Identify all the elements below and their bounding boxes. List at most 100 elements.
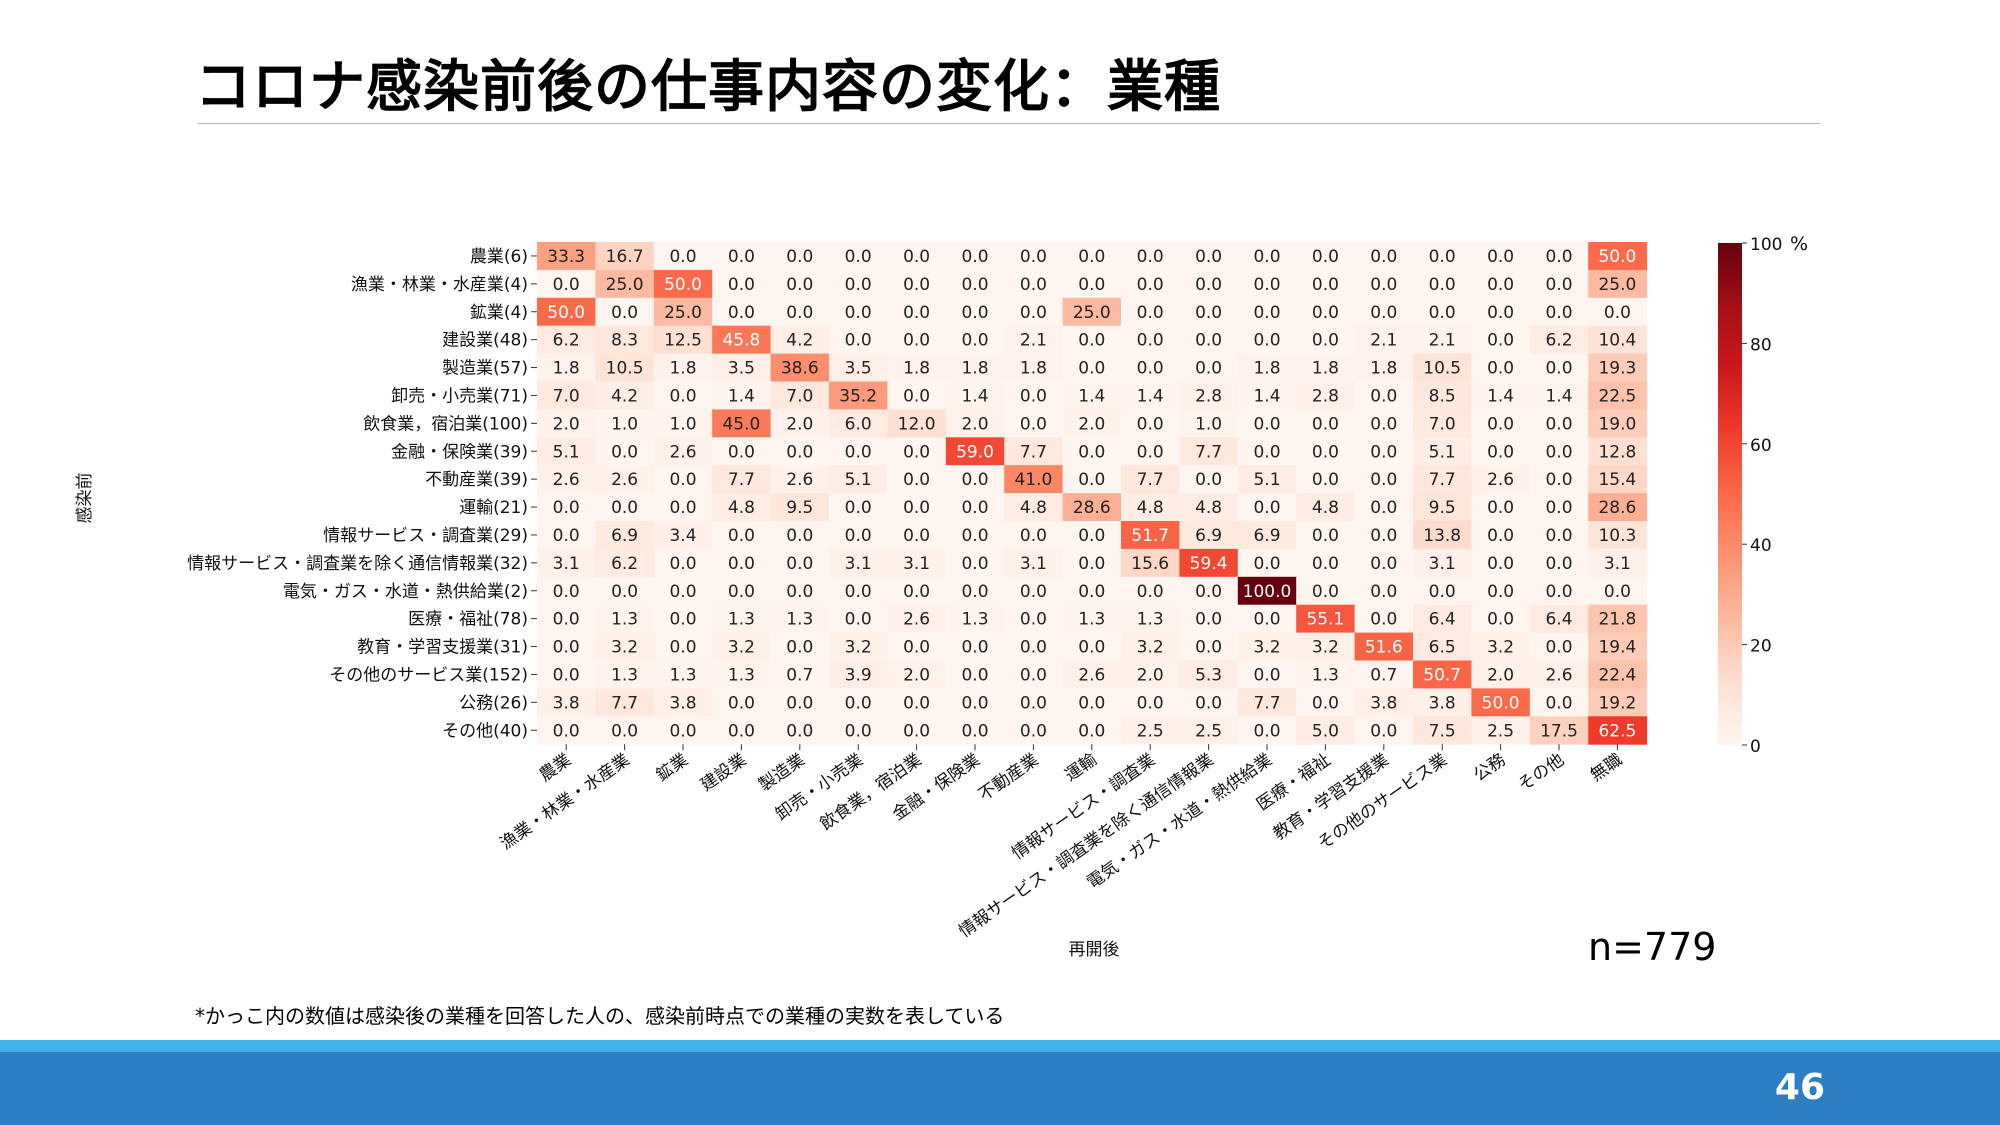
heatmap-cell	[1121, 409, 1180, 438]
heatmap-cell	[595, 242, 655, 271]
cell-value-label: 22.5	[1598, 386, 1636, 406]
heatmap-cell	[829, 381, 888, 410]
heatmap-cell	[1237, 325, 1297, 355]
cell-value-label: 0.0	[1545, 247, 1572, 267]
heatmap-cell	[945, 381, 1005, 410]
heatmap-cell	[537, 381, 596, 410]
heatmap-cell	[1237, 269, 1297, 299]
cell-value-label: 0.0	[903, 331, 930, 351]
cell-value-label: 3.1	[553, 554, 580, 574]
colorbar-ticks: 0 20 40 60 80 100%	[1742, 233, 1808, 757]
cell-value-label: 0.0	[1545, 359, 1572, 379]
cell-value-label: 0.0	[1253, 303, 1280, 323]
heatmap-cell	[1413, 493, 1472, 522]
heatmap-cell	[1588, 493, 1648, 522]
heatmap-cell	[1354, 632, 1414, 661]
heatmap-cell	[1237, 604, 1297, 634]
heatmap-cell	[1588, 521, 1648, 550]
cell-value-label: 35.2	[839, 386, 877, 406]
cell-value-label: 0.0	[1604, 582, 1631, 602]
cell-value-label: 0.0	[845, 331, 872, 351]
cell-value-label: 7.7	[611, 693, 638, 713]
heatmap-cell	[595, 493, 655, 522]
cell-value-label: 0.0	[1020, 386, 1047, 406]
heatmap-cell	[1354, 465, 1414, 494]
heatmap-cell	[945, 548, 1005, 578]
heatmap-cell	[829, 297, 888, 327]
cell-value-label: 1.3	[1137, 610, 1164, 630]
cell-value-label: 25.0	[1598, 275, 1636, 295]
cell-value-label: 0.0	[1078, 721, 1105, 741]
heatmap-cell	[887, 465, 947, 494]
heatmap-cell	[1121, 548, 1180, 578]
heatmap-cell	[945, 269, 1005, 299]
cell-value-label: 3.1	[1429, 554, 1456, 574]
row-label: 医療・福祉(78)	[408, 610, 528, 630]
heatmap-cell	[1354, 269, 1414, 299]
cell-value-label: 0.0	[786, 303, 813, 323]
heatmap-cell	[770, 242, 830, 271]
heatmap-cell	[537, 688, 596, 717]
heatmap-cell	[887, 632, 947, 661]
heatmap-cell	[1588, 660, 1648, 689]
heatmap-cell	[1354, 242, 1414, 271]
heatmap-cell	[945, 409, 1005, 438]
cell-value-label: 0.0	[1195, 359, 1222, 379]
heatmap-cell	[1237, 521, 1297, 550]
heatmap-cell	[1121, 269, 1180, 299]
heatmap-cell	[1471, 548, 1531, 578]
heatmap-cell	[1529, 465, 1589, 494]
heatmap-cell	[1121, 521, 1180, 550]
cell-value-label: 0.0	[1078, 526, 1105, 546]
heatmap-cell	[770, 716, 830, 745]
heatmap-cell	[887, 576, 947, 606]
cell-value-label: 10.4	[1598, 331, 1636, 351]
heatmap-cell	[1237, 242, 1297, 271]
cell-value-label: 33.3	[547, 247, 585, 267]
heatmap-cell	[829, 688, 888, 717]
cell-value-label: 0.0	[1312, 526, 1339, 546]
heatmap-cell	[887, 353, 947, 382]
heatmap-cell	[945, 521, 1005, 550]
heatmap-cell	[887, 381, 947, 410]
cell-value-label: 100.0	[1243, 582, 1292, 602]
column-label: その他	[1515, 750, 1568, 796]
heatmap-cell	[887, 660, 947, 689]
cell-value-label: 0.0	[1545, 275, 1572, 295]
heatmap-cell	[653, 269, 713, 299]
cell-value-label: 28.6	[1598, 498, 1636, 518]
cell-value-label: 0.0	[1487, 331, 1514, 351]
heatmap-cell	[945, 353, 1005, 382]
cell-value-label: 19.3	[1598, 359, 1636, 379]
cell-value-label: 2.1	[1020, 331, 1047, 351]
heatmap-cell	[595, 437, 655, 466]
heatmap-cell	[712, 242, 772, 271]
cell-value-label: 0.0	[1137, 442, 1164, 462]
cell-value-label: 0.0	[728, 442, 755, 462]
heatmap-cell	[653, 325, 713, 355]
heatmap-cell	[829, 632, 888, 661]
heatmap-cell	[1062, 576, 1122, 606]
heatmap-cell	[1413, 381, 1472, 410]
cell-value-label: 0.0	[1253, 275, 1280, 295]
heatmap-cell	[1588, 325, 1648, 355]
cell-value-label: 0.0	[961, 331, 988, 351]
heatmap-cell	[1237, 409, 1297, 438]
cell-value-label: 0.0	[1253, 721, 1280, 741]
heatmap-cell	[1237, 716, 1297, 745]
cell-value-label: 0.0	[961, 638, 988, 658]
cell-value-label: 0.0	[1253, 498, 1280, 518]
cell-value-label: 0.0	[1545, 414, 1572, 434]
heatmap-cell	[1179, 660, 1239, 689]
cell-value-label: 0.0	[611, 442, 638, 462]
column-label: 農業	[536, 750, 575, 786]
cell-value-label: 0.0	[1545, 638, 1572, 658]
heatmap-cell	[1413, 409, 1472, 438]
cell-value-label: 0.0	[1312, 275, 1339, 295]
cell-value-label: 2.8	[1312, 386, 1339, 406]
cell-value-label: 0.0	[1078, 359, 1105, 379]
heatmap-cell	[1354, 409, 1414, 438]
row-labels: 農業(6) 漁業・林業・水産業(4) 鉱業(4) 建設業(48) 製造業(57) 卸売・小…	[187, 247, 537, 741]
heatmap-cell	[1062, 521, 1122, 550]
cell-value-label: 0.0	[669, 247, 696, 267]
